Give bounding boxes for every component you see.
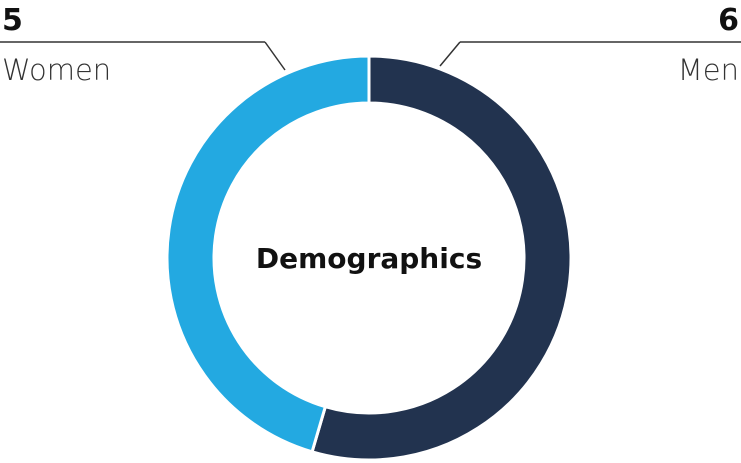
slice-women	[165, 54, 371, 454]
slice-men	[310, 54, 573, 462]
slices	[165, 54, 573, 462]
chart-title: Demographics	[256, 242, 482, 275]
women-leader-line-diag	[264, 41, 286, 71]
women-name-label: Women	[2, 53, 111, 87]
women-value-label: 5	[2, 3, 23, 38]
men-name-label: Men	[678, 53, 739, 87]
men-leader-line-diag	[439, 41, 461, 67]
men-value-label: 6	[718, 3, 739, 38]
